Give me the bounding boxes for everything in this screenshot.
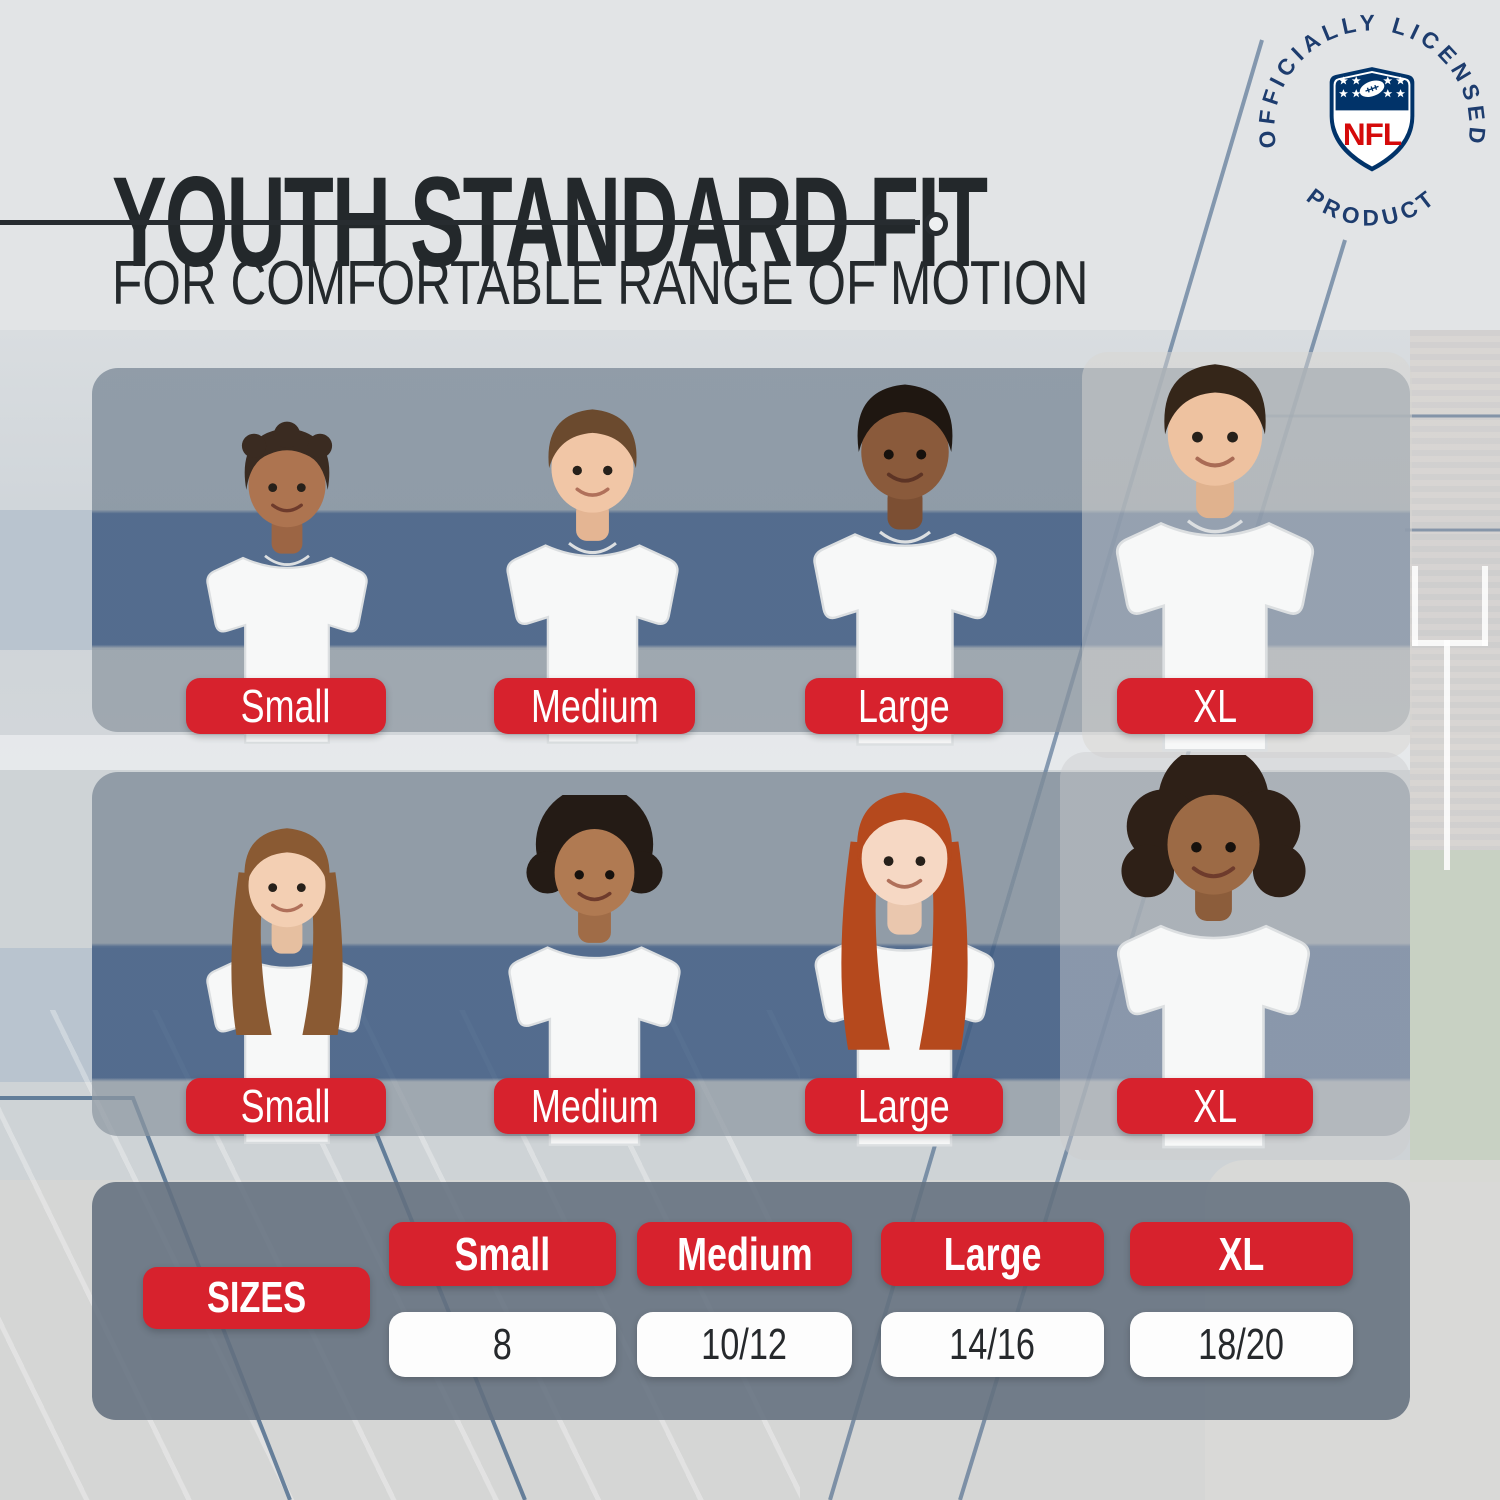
size-label-text: Large: [858, 680, 950, 732]
goalpost-crossbar: [1412, 640, 1488, 646]
size-table-header-medium: Medium: [637, 1222, 852, 1286]
header-text: XL: [1218, 1228, 1265, 1280]
header-text: Large: [943, 1228, 1042, 1280]
nfl-license-badge: OFFICIALLY LICENSED PRODUCT NFL: [1254, 10, 1485, 231]
size-label-text: XL: [1193, 680, 1237, 732]
goalpost-upright-left: [1412, 566, 1418, 646]
page-subtitle: FOR COMFORTABLE RANGE OF MOTION: [112, 249, 1089, 318]
header-text: Medium: [676, 1228, 813, 1280]
goalpost-post: [1444, 640, 1450, 870]
size-label-row2-medium: Medium: [494, 1078, 695, 1134]
size-label-row1-xl: XL: [1117, 678, 1313, 734]
size-label-text: Medium: [530, 1080, 659, 1132]
underline-end-dot-icon: [924, 212, 948, 236]
badge-arc-bottom-text: PRODUCT: [1302, 184, 1442, 231]
size-label-text: Large: [858, 1080, 950, 1132]
size-value-small: 8: [389, 1312, 616, 1377]
size-label-row2-xl: XL: [1117, 1078, 1313, 1134]
size-table-header-small: Small: [389, 1222, 616, 1286]
value-text: 10/12: [701, 1319, 788, 1369]
size-label-row2-large: Large: [805, 1078, 1003, 1134]
size-label-row1-large: Large: [805, 678, 1003, 734]
value-text: 8: [492, 1319, 513, 1369]
size-label-text: XL: [1193, 1080, 1237, 1132]
size-table-header-large: Large: [881, 1222, 1104, 1286]
header-text: Small: [454, 1228, 551, 1280]
size-value-large: 14/16: [881, 1312, 1104, 1377]
size-label-text: Medium: [530, 680, 659, 732]
title-underline: [0, 220, 920, 225]
size-table-row-label: SIZES: [143, 1267, 370, 1329]
size-label-text: Small: [241, 1080, 331, 1132]
value-text: 14/16: [949, 1319, 1036, 1369]
nfl-wordmark: NFL: [1343, 116, 1402, 152]
size-label-text: Small: [241, 680, 331, 732]
size-value-medium: 10/12: [637, 1312, 852, 1377]
size-value-xl: 18/20: [1130, 1312, 1353, 1377]
nfl-shield-icon: NFL: [1329, 67, 1415, 172]
sizes-label-text: SIZES: [206, 1273, 307, 1322]
size-label-row1-small: Small: [186, 678, 386, 734]
field-green-patch: [1410, 850, 1500, 1182]
size-table-header-xl: XL: [1130, 1222, 1353, 1286]
goalpost-upright-right: [1482, 566, 1488, 646]
size-label-row1-medium: Medium: [494, 678, 695, 734]
value-text: 18/20: [1198, 1319, 1285, 1369]
size-label-row2-small: Small: [186, 1078, 386, 1134]
